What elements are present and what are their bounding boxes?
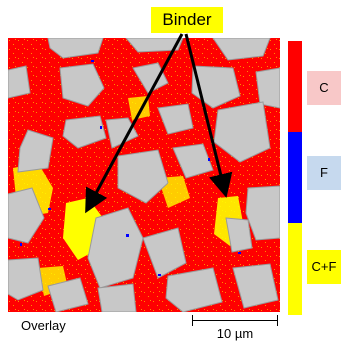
scale-bar-right-tick bbox=[277, 315, 278, 326]
legend-color-bar bbox=[288, 41, 302, 315]
scale-bar-line bbox=[192, 320, 278, 321]
legend-label-f: F bbox=[307, 156, 341, 190]
legend-swatch-c bbox=[288, 41, 302, 132]
legend-label-c: C bbox=[307, 71, 341, 105]
scale-bar-label: 10 µm bbox=[216, 326, 254, 341]
scale-bar: 10 µm bbox=[192, 315, 278, 344]
legend-swatch-f bbox=[288, 132, 302, 223]
panel-caption: Overlay bbox=[21, 318, 66, 333]
legend-label-cf: C+F bbox=[307, 250, 341, 284]
legend-swatch-cf bbox=[288, 223, 302, 315]
binder-label: Binder bbox=[151, 7, 223, 33]
eds-overlay-micrograph bbox=[8, 38, 280, 312]
